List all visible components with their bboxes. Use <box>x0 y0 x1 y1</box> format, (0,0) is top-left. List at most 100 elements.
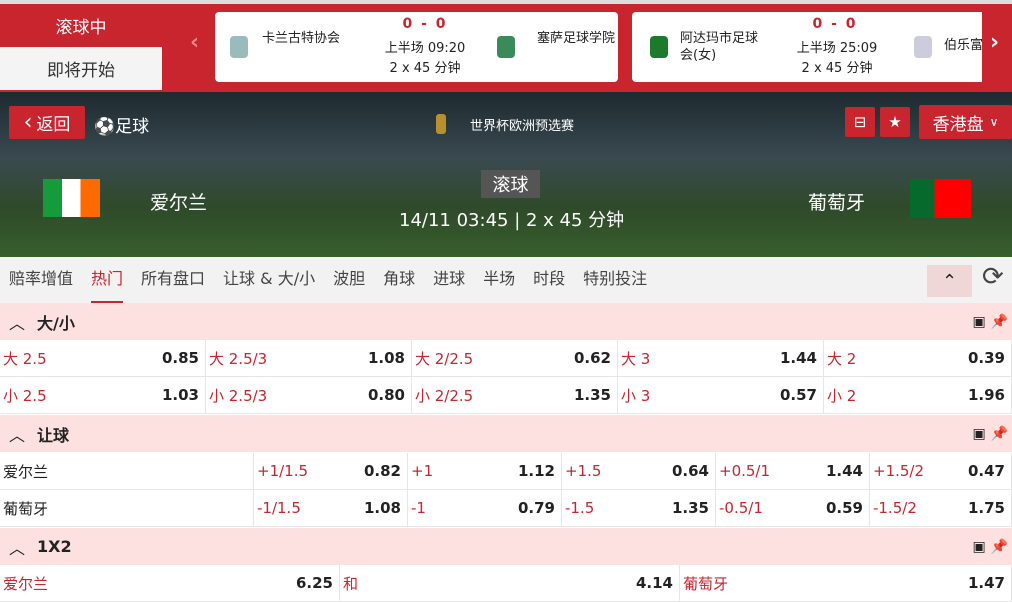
top-bar: 滚球中 即将开始 ‹ 卡兰古特协会 0 - 0 上半场 09:20 2 x 45 … <box>0 0 1012 92</box>
odds-cell[interactable]: -1.5 1.35 <box>562 490 716 526</box>
tab-0[interactable]: 赔率增值 <box>9 269 74 288</box>
ireland-flag-icon <box>43 179 100 217</box>
team-logo-icon <box>230 36 248 58</box>
tab-live[interactable]: 滚球中 <box>55 18 107 38</box>
odds-value: 1.44 <box>825 462 863 480</box>
sport-label: ⚽足球 <box>94 117 150 137</box>
tab-8[interactable]: 时段 <box>533 269 566 288</box>
odds-value: 6.25 <box>295 574 333 592</box>
tab-2[interactable]: 所有盘口 <box>141 269 206 288</box>
odds-label: +1.5/2 <box>873 462 925 480</box>
odds-value: 1.47 <box>967 574 1005 592</box>
odds-value: 1.35 <box>573 386 611 404</box>
odds-cell[interactable]: 大 2.5 0.85 <box>0 340 206 376</box>
odds-value: 1.75 <box>967 499 1005 517</box>
pin-icon[interactable]: 📌 <box>990 313 1008 330</box>
market-icons: ▣ 📌 <box>972 539 1008 555</box>
odds-value: 1.44 <box>779 349 817 367</box>
odds-cell[interactable]: 大 2 0.39 <box>824 340 1012 376</box>
odds-cell[interactable]: 大 2/2.5 0.62 <box>412 340 618 376</box>
odds-cell[interactable]: +1/1.5 0.82 <box>254 453 408 489</box>
odds-value: 1.08 <box>363 499 401 517</box>
pin-icon[interactable]: 📌 <box>990 425 1008 442</box>
market-title: 让球 <box>37 425 70 445</box>
tab-7[interactable]: 半场 <box>483 269 516 288</box>
prev-arrow-icon[interactable]: ‹ <box>190 30 200 55</box>
odds-cell[interactable]: -1.5/2 1.75 <box>870 490 1012 526</box>
odds-cell[interactable]: 小 3 0.57 <box>618 377 824 413</box>
odds-label: +1.5 <box>565 462 602 480</box>
video-icon[interactable]: ▣ <box>972 538 986 555</box>
away-team: 伯乐富 <box>944 38 982 53</box>
match-card[interactable]: 卡兰古特协会 0 - 0 上半场 09:20 2 x 45 分钟 塞萨足球学院 <box>215 12 618 82</box>
odds-cell[interactable]: 小 2.5/3 0.80 <box>206 377 412 413</box>
odds-value: 4.14 <box>635 574 673 592</box>
refresh-icon[interactable]: ⟳ <box>982 262 1004 292</box>
odds-cell[interactable]: 小 2.5 1.03 <box>0 377 206 413</box>
odds-cell[interactable]: 和 4.14 <box>340 565 680 601</box>
market-tabs: 赔率增值 热门 所有盘口 让球 & 大/小 波胆 角球 进球 半场 时段 特别投注 <box>0 257 1012 303</box>
table-row: 葡萄牙 -1/1.5 1.08 -1 0.79 -1.5 1.35 -0.5/1 0.59 -1.… <box>0 490 1012 527</box>
tab-9[interactable]: 特别投注 <box>583 269 648 288</box>
chevron-up-icon: ︿ <box>9 425 26 445</box>
odds-cell[interactable]: 大 3 1.44 <box>618 340 824 376</box>
odds-label: -1 <box>411 499 426 517</box>
video-icon[interactable]: ▣ <box>972 313 986 330</box>
star-icon[interactable]: ★ <box>880 107 910 137</box>
odds-cell[interactable]: 葡萄牙 1.47 <box>680 565 1012 601</box>
odds-cell[interactable]: +0.5/1 1.44 <box>716 453 870 489</box>
league-name: 世界杯欧洲预选赛 <box>470 119 575 134</box>
odds-label: 小 3 <box>621 386 651 405</box>
odds-cell[interactable]: +1.5/2 0.47 <box>870 453 1012 489</box>
odds-label: +1/1.5 <box>257 462 309 480</box>
odds-cell[interactable]: -0.5/1 0.59 <box>716 490 870 526</box>
match-card[interactable]: 阿达玛市足球会(女) 0 - 0 上半场 25:09 2 x 45 分钟 伯乐富 <box>632 12 982 82</box>
tab-upcoming[interactable]: 即将开始 <box>0 47 162 90</box>
market-icons: ▣ 📌 <box>972 314 1008 330</box>
chevron-down-icon: ∨ <box>989 115 999 129</box>
tab-4[interactable]: 波胆 <box>333 269 366 288</box>
video-icon[interactable]: ▣ <box>972 425 986 442</box>
tab-3[interactable]: 让球 & 大/小 <box>223 269 316 288</box>
trophy-icon <box>436 114 446 134</box>
portugal-flag-icon <box>910 179 971 218</box>
odds-value: 1.35 <box>671 499 709 517</box>
next-arrow-icon[interactable]: › <box>990 30 1000 55</box>
odds-cell[interactable]: -1 0.79 <box>408 490 562 526</box>
field-icon[interactable]: ⊟ <box>845 107 875 137</box>
odds-label: 小 2 <box>827 386 857 405</box>
pin-icon[interactable]: 📌 <box>990 538 1008 555</box>
odds-type-select[interactable]: 香港盘 ∨ <box>919 105 1012 139</box>
tab-6[interactable]: 进球 <box>433 269 466 288</box>
odds-label: 葡萄牙 <box>683 574 729 593</box>
home-team: 卡兰古特协会 <box>262 31 341 46</box>
away-team: 葡萄牙 <box>808 192 866 214</box>
collapse-button[interactable]: ⌃ <box>927 265 972 297</box>
chevron-left-icon: ‹ <box>23 110 33 135</box>
odds-cell[interactable]: -1/1.5 1.08 <box>254 490 408 526</box>
odds-cell[interactable]: +1.5 0.64 <box>562 453 716 489</box>
market-header[interactable]: ︿ 大/小 ▣ 📌 <box>0 303 1012 340</box>
odds-cell[interactable]: 小 2 1.96 <box>824 377 1012 413</box>
odds-label: 爱尔兰 <box>3 574 49 593</box>
away-team: 塞萨足球学院 <box>536 31 615 46</box>
odds-value: 1.03 <box>161 386 199 404</box>
tab-1[interactable]: 热门 <box>91 257 124 303</box>
market-header[interactable]: ︿ 1X2 ▣ 📌 <box>0 528 1012 565</box>
team-logo-icon <box>914 36 932 58</box>
odds-label: 大 2 <box>827 349 857 368</box>
odds-value: 1.96 <box>967 386 1005 404</box>
odds-cell[interactable]: 小 2/2.5 1.35 <box>412 377 618 413</box>
match-time: 上半场 09:20 2 x 45 分钟 <box>384 41 466 76</box>
market-header[interactable]: ︿ 让球 ▣ 📌 <box>0 415 1012 452</box>
odds-label: +1 <box>411 462 434 480</box>
tab-5[interactable]: 角球 <box>383 269 416 288</box>
team-name: 爱尔兰 <box>0 453 254 489</box>
odds-cell[interactable]: 大 2.5/3 1.08 <box>206 340 412 376</box>
back-button[interactable]: ‹ 返回 <box>9 106 85 139</box>
odds-cell[interactable]: +1 1.12 <box>408 453 562 489</box>
odds-label: 大 2.5/3 <box>209 349 268 368</box>
odds-value: 0.79 <box>517 499 555 517</box>
odds-cell[interactable]: 爱尔兰 6.25 <box>0 565 340 601</box>
match-header: ‹ 返回 ⚽足球 世界杯欧洲预选赛 ⊟ ★ 香港盘 ∨ 爱尔兰 滚球 14/11 0… <box>0 92 1012 257</box>
